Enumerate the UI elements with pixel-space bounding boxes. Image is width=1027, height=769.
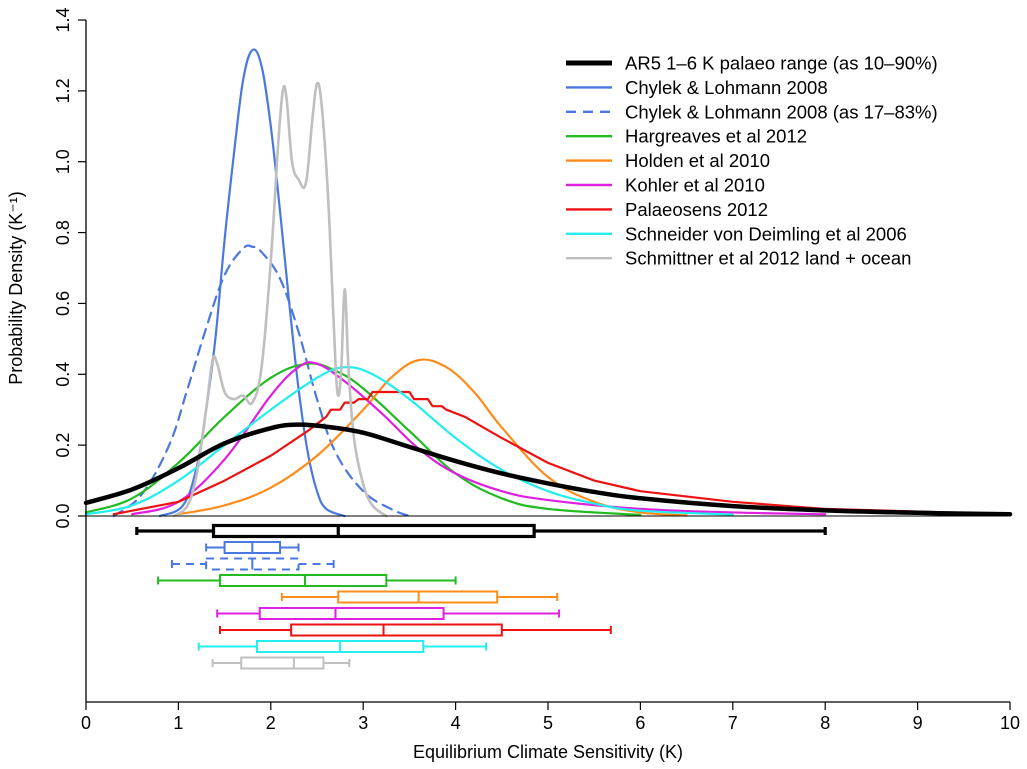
legend-label-5: Kohler et al 2010 [625,175,765,196]
x-tick-label: 1 [173,713,183,733]
legend-label-1: Chylek & Lohmann 2008 [625,77,828,98]
y-axis-title: Probability Density (K⁻¹) [6,191,26,385]
y-tick-label: 0.4 [53,362,73,387]
y-tick-label: 0.2 [53,433,73,458]
y-tick-label: 0.6 [53,291,73,316]
density-curve-1 [158,48,346,518]
density-curve-8 [172,81,388,518]
x-tick-label: 4 [451,713,461,733]
density-curve-0 [83,422,1013,517]
legend-label-0: AR5 1–6 K palaeo range (as 10–90%) [625,53,938,74]
density-curve-7 [84,365,734,516]
boxplots-layer [135,523,827,670]
y-tick-label: 0.8 [53,220,73,245]
box-iqr-6 [290,623,503,637]
legend-label-3: Hargreaves et al 2012 [625,126,807,147]
box-iqr-8 [240,656,325,670]
density-curve-2 [112,244,411,518]
density-curve-4 [177,358,688,517]
y-tick-label: 1.0 [53,149,73,174]
legend: AR5 1–6 K palaeo range (as 10–90%) Chylek… [566,53,938,269]
x-tick-label: 9 [913,713,923,733]
x-tick-label: 3 [358,713,368,733]
legend-label-8: Schmittner et al 2012 land + ocean [625,248,911,269]
x-tick-label: 7 [728,713,738,733]
legend-label-4: Holden et al 2010 [625,150,770,171]
y-tick-label: 1.4 [53,7,73,32]
y-tick-label: 1.2 [53,78,73,103]
x-tick-label: 0 [81,713,91,733]
legend-label-7: Schneider von Deimling et al 2006 [625,223,907,244]
x-tick-label: 10 [1000,713,1020,733]
axes-layer: 0 1 2 3 4 5 6 7 8 9 10 0.0 0.2 0.4 0.6 0.8 1.0 1.2 1.4 [53,7,1020,733]
legend-label-6: Palaeosens 2012 [625,199,768,220]
legend-label-2: Chylek & Lohmann 2008 (as 17–83%) [625,101,938,122]
box-iqr-3 [218,574,388,587]
y-tick-label: 0.0 [53,503,73,528]
x-tick-label: 2 [266,713,276,733]
x-axis-title: Equilibrium Climate Sensitivity (K) [413,742,683,762]
curves-layer [83,48,1013,518]
box-iqr-0 [211,523,536,539]
x-tick-label: 8 [820,713,830,733]
x-tick-label: 5 [543,713,553,733]
box-iqr-5 [258,607,445,620]
x-tick-label: 6 [635,713,645,733]
